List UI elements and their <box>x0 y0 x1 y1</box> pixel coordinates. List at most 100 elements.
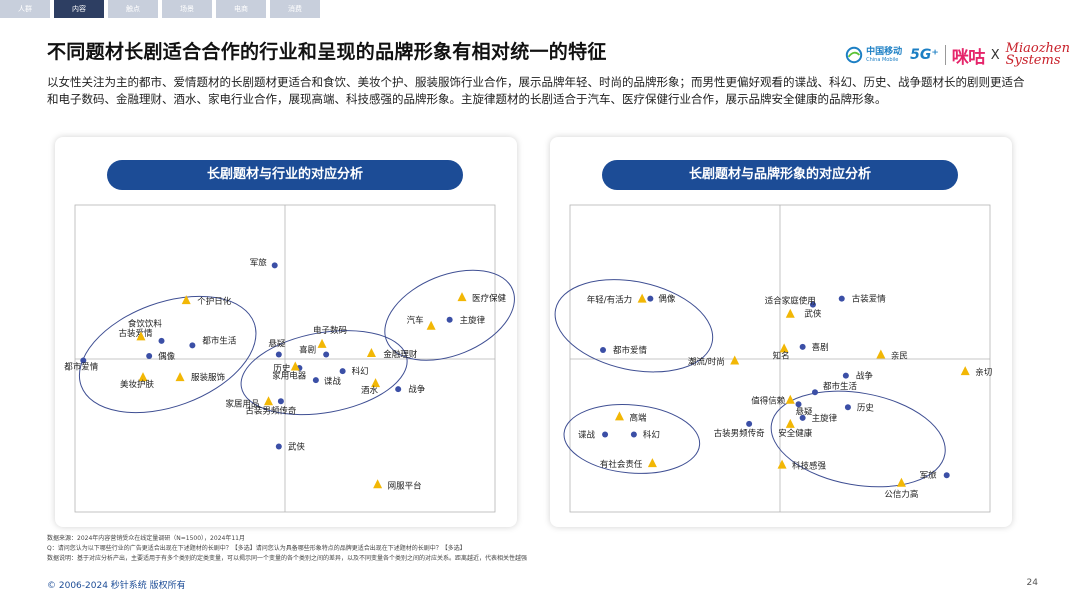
point-label: 都市生活 <box>823 381 858 392</box>
brand-image-chart-panel: 偶像 都市爱情 古装爱情 武侠 喜剧 战争 都市生活 悬疑 历史 主旋律 古装男频传奇 谍战 科幻 军旅 年… <box>550 137 1012 527</box>
point-label: 安全健康 <box>778 428 813 439</box>
attribute-point <box>290 361 300 371</box>
attribute-point <box>896 477 906 487</box>
logo-bar: 中国移动 China Mobile 5G⁺ 咪咕 X Miaozhen Syst… <box>845 40 1070 70</box>
genre-point <box>339 368 346 375</box>
page-number: 24 <box>1026 578 1038 588</box>
point-label: 主旋律 <box>460 315 486 326</box>
point-label: 偶像 <box>658 294 676 305</box>
genre-point <box>80 357 87 364</box>
industry-chart-panel: 军旅 古装爱情 都市生活 偶像 都市爱情 悬疑 喜剧 历史 科幻 谍战 战争 古装男频传奇 主旋律 武侠 个… <box>55 137 517 527</box>
source-line-question: Q：请问您认为以下哪些行业的广告更适合出现在下述题材的长剧中？【多选】请问您认为… <box>47 545 466 552</box>
point-label: 战争 <box>856 371 874 382</box>
point-label: 都市生活 <box>202 335 237 346</box>
point-label: 科幻 <box>643 429 660 440</box>
intro-paragraph: 以女性关注为主的都市、爱情题材的长剧题材更适合和食饮、美妆个护、服装服饰行业合作… <box>47 75 1025 106</box>
genre-point <box>602 431 609 438</box>
cluster-ellipse-3 <box>384 269 515 361</box>
point-label: 服装服饰 <box>191 372 226 383</box>
point-label: 个护日化 <box>197 296 232 307</box>
source-line-data: 数据来源：2024年内容营销受众在线定量调研（N=1500），2024年11月 <box>47 535 245 542</box>
genre-point <box>275 443 282 450</box>
attribute-point <box>426 320 436 330</box>
point-label: 适合家庭使用 <box>765 296 816 307</box>
nav-tab-touchpoint[interactable]: 触点 <box>108 0 158 18</box>
genre-point <box>323 351 330 358</box>
point-label: 谍战 <box>578 429 596 440</box>
source-line-explanation: 数据说明：基于对应分析产出，主要适用于有多个类别的定类变量，可以揭示同一个变量的… <box>47 555 528 562</box>
genre-point <box>600 346 607 353</box>
china-mobile-en: China Mobile <box>866 56 899 63</box>
genre-point <box>746 420 753 427</box>
cluster-ellipse-1 <box>554 279 714 373</box>
point-label: 偶像 <box>158 351 176 362</box>
point-label: 知名 <box>773 350 790 361</box>
genre-point <box>809 301 816 308</box>
miaozhen-line1: Miaozhen <box>1005 41 1070 57</box>
china-mobile-swirl-icon <box>845 46 863 64</box>
point-label: 有社会责任 <box>600 459 643 470</box>
attribute-point <box>777 459 787 469</box>
point-label: 军旅 <box>250 257 268 268</box>
industry-chart-title: 长剧题材与行业的对应分析 <box>107 160 463 190</box>
attribute-point <box>779 343 789 353</box>
brand-image-chart-title: 长剧题材与品牌形象的对应分析 <box>602 160 958 190</box>
genre-point <box>795 401 802 408</box>
cluster-ellipse-3 <box>770 390 946 488</box>
attribute-point <box>785 418 795 428</box>
nav-tab-content[interactable]: 内容 <box>54 0 104 18</box>
attribute-point <box>264 396 274 406</box>
point-label: 公信力高 <box>884 489 918 500</box>
attribute-point <box>175 372 185 382</box>
point-label: 历史 <box>273 363 291 374</box>
attribute-point <box>785 308 795 318</box>
genre-point <box>844 404 851 411</box>
point-label: 武侠 <box>288 442 306 453</box>
attribute-point <box>730 355 740 365</box>
nav-tab-consumption[interactable]: 消费 <box>270 0 320 18</box>
page-title: 不同题材长剧适合合作的行业和呈现的品牌形象有相对统一的特征 <box>47 41 607 63</box>
point-label: 主旋律 <box>812 413 838 424</box>
point-label: 潮流/时尚 <box>688 357 725 368</box>
genre-point <box>446 316 453 323</box>
genre-point <box>630 431 637 438</box>
attribute-point <box>637 293 647 303</box>
point-label: 值得信赖 <box>751 396 786 407</box>
point-label: 战争 <box>408 384 426 395</box>
nav-tab-ecommerce[interactable]: 电商 <box>216 0 266 18</box>
point-label: 网服平台 <box>388 480 422 491</box>
point-label: 武侠 <box>804 309 822 320</box>
nav-tab-scene[interactable]: 场景 <box>162 0 212 18</box>
cluster-ellipse-1 <box>78 295 257 414</box>
point-label: 军旅 <box>920 470 938 481</box>
point-label: 食饮饮料 <box>128 318 163 329</box>
point-label: 谍战 <box>324 376 342 387</box>
china-mobile-logo: 中国移动 China Mobile <box>845 46 902 64</box>
attribute-point <box>138 372 148 382</box>
migu-logo: 咪咕 <box>951 47 986 68</box>
attribute-point <box>785 394 795 404</box>
point-label: 酒水 <box>361 385 379 396</box>
attribute-point <box>317 338 327 348</box>
genre-point <box>799 414 806 421</box>
genre-point <box>277 398 284 405</box>
point-label: 古装男频传奇 <box>714 428 766 439</box>
attribute-point <box>371 378 381 388</box>
point-label: 都市爱情 <box>64 362 99 373</box>
genre-point <box>271 262 278 269</box>
nav-tab-crowd[interactable]: 人群 <box>0 0 50 18</box>
genre-point <box>838 295 845 302</box>
point-label: 电子数码 <box>313 325 347 336</box>
genre-point <box>158 337 165 344</box>
logo-cross: X <box>990 47 1000 63</box>
point-label: 悬疑 <box>268 338 286 349</box>
cluster-ellipse-2 <box>563 404 701 474</box>
genre-point <box>799 343 806 350</box>
point-label: 科幻 <box>352 366 369 377</box>
point-label: 喜剧 <box>299 344 316 355</box>
genre-point <box>146 352 153 359</box>
top-nav: 人群 内容 触点 场景 电商 消费 <box>0 0 324 18</box>
miaozhen-logo: Miaozhen Systems <box>1005 41 1070 66</box>
